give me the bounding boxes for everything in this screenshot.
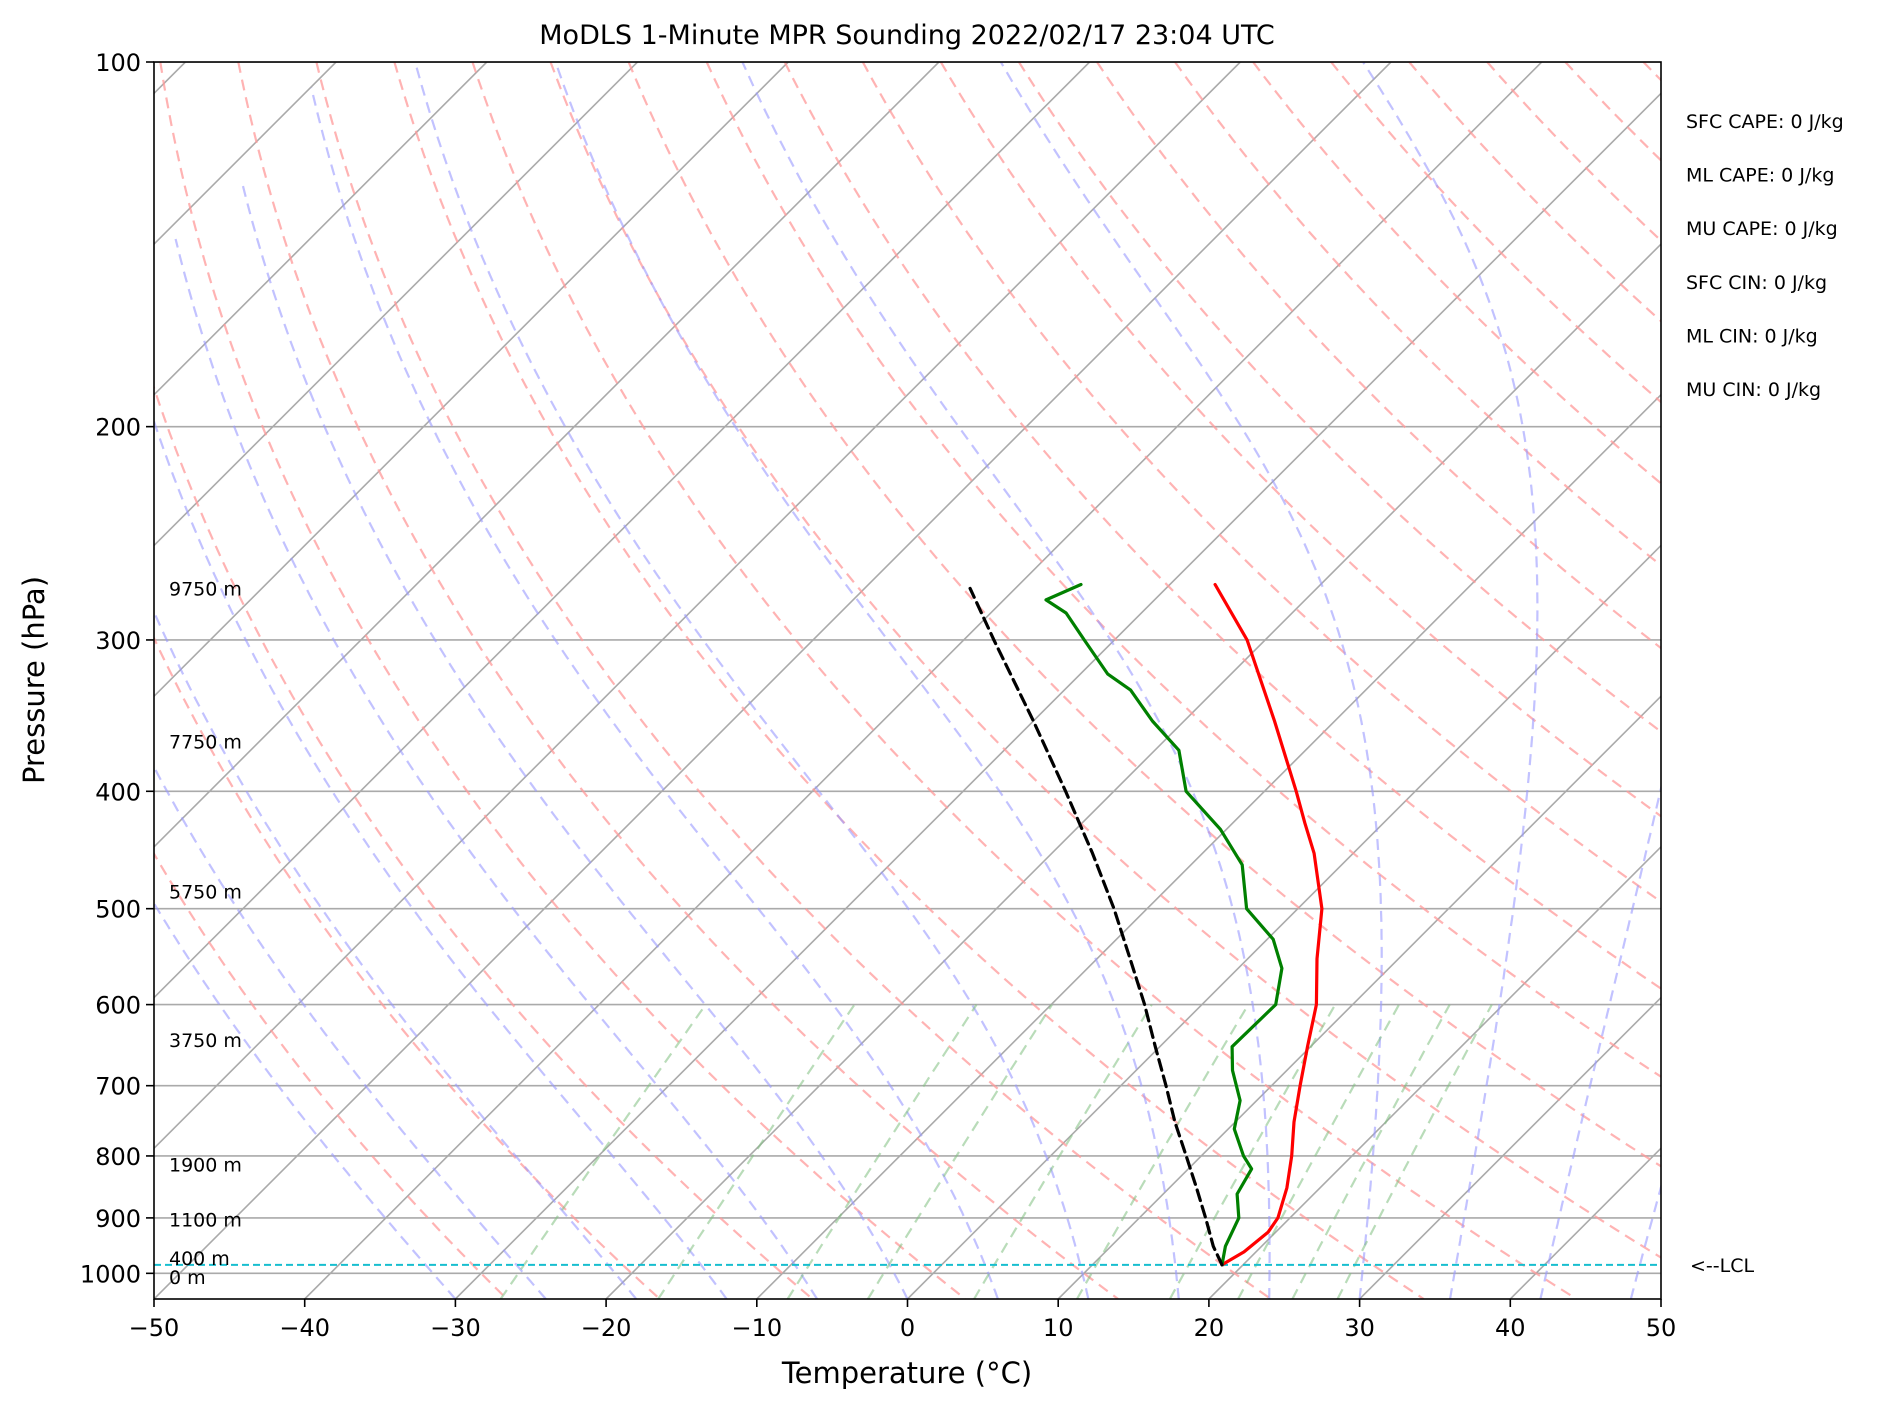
index-text: SFC CIN: 0 J/kg: [1686, 272, 1827, 294]
isotherm-line: [305, 62, 1542, 1299]
isotherm-line: [1510, 62, 1882, 1299]
height-label: 3750 m: [169, 1030, 242, 1052]
dry-adiabat-line: [629, 62, 1882, 1299]
chart-title: MoDLS 1-Minute MPR Sounding 2022/02/17 2…: [539, 20, 1275, 51]
isotherm-line: [0, 62, 638, 1299]
moist-adiabat-line: [241, 179, 907, 1299]
moist-adiabat-line: [742, 62, 1269, 1299]
mixing-ratio-line: [788, 1005, 977, 1299]
x-tick-label: 0: [900, 1314, 915, 1342]
moist-adiabat-line: [1363, 62, 1537, 1299]
sounding-traces: [154, 585, 1661, 1265]
x-tick-label: −20: [581, 1314, 632, 1342]
dry-adiabat-line: [1175, 62, 1882, 1299]
isotherm-line: [3, 62, 1240, 1299]
height-label: 9750 m: [169, 578, 242, 600]
lcl-label: <--LCL: [1690, 1255, 1754, 1277]
moist-adiabat-line: [1631, 62, 1882, 1299]
y-tick-label: 700: [95, 1073, 141, 1101]
dry-adiabat-line: [1097, 62, 1882, 1299]
dry-adiabat-line: [1643, 62, 1882, 1299]
index-text: MU CIN: 0 J/kg: [1686, 379, 1821, 401]
dry-adiabat-line: [1721, 62, 1882, 1299]
isotherm-line: [757, 62, 1882, 1299]
y-tick-label: 300: [95, 627, 141, 655]
x-tick-label: −40: [279, 1314, 330, 1342]
height-label: 5750 m: [169, 882, 242, 904]
background-lines: [0, 62, 1882, 1299]
isotherm-line: [1661, 62, 1882, 1299]
dry-adiabat-line: [82, 62, 812, 1299]
mixing-ratio-line: [1338, 1005, 1492, 1299]
index-text: MU CAPE: 0 J/kg: [1686, 218, 1838, 240]
mixing-ratio-line: [658, 1005, 854, 1299]
height-label: 1100 m: [169, 1210, 242, 1232]
mixing-ratio-line: [868, 1005, 1052, 1299]
height-label: 1900 m: [169, 1154, 242, 1176]
y-tick-label: 500: [95, 896, 141, 924]
moist-adiabat-line: [176, 239, 818, 1299]
parcel-trace: [970, 588, 1222, 1264]
dry-adiabat-line: [0, 62, 507, 1299]
isotherm-line: [154, 62, 1391, 1299]
x-tick-label: 30: [1344, 1314, 1375, 1342]
y-tick-label: 1000: [80, 1260, 141, 1288]
moist-adiabat-line: [311, 88, 998, 1299]
dry-adiabat-line: [1253, 62, 1882, 1299]
dry-adiabat-line: [1487, 62, 1882, 1299]
dry-adiabat-line: [1331, 62, 1882, 1299]
x-axis-label: Temperature (°C): [781, 1356, 1032, 1390]
dry-adiabat-line: [551, 62, 1730, 1299]
dry-adiabat-line: [941, 62, 1882, 1299]
x-tick-label: 50: [1646, 1314, 1677, 1342]
y-tick-label: 900: [95, 1205, 141, 1233]
isotherm-line: [1058, 62, 1882, 1299]
y-axis-label: Pressure (hPa): [17, 576, 51, 784]
y-tick-label: 600: [95, 992, 141, 1020]
dry-adiabat-line: [238, 62, 1118, 1299]
index-text: ML CAPE: 0 J/kg: [1686, 165, 1834, 187]
dry-adiabat-line: [863, 62, 1882, 1299]
mixing-ratio-line: [1238, 1005, 1399, 1299]
isotherm-line: [0, 62, 788, 1299]
x-tick-label: −50: [129, 1314, 180, 1342]
mixing-ratio-line: [1292, 1005, 1449, 1299]
isotherm-line: [455, 62, 1692, 1299]
y-tick-label: 100: [95, 49, 141, 77]
moist-adiabat-line: [1540, 62, 1758, 1299]
isotherm-line: [1360, 62, 1882, 1299]
chart-overlay: 1002003004005006007008009001000−50−40−30…: [80, 49, 1844, 1342]
index-text: SFC CAPE: 0 J/kg: [1686, 111, 1844, 133]
moist-adiabat-line: [117, 293, 727, 1299]
dry-adiabat-line: [160, 62, 965, 1299]
dry-adiabat-line: [1565, 62, 1882, 1299]
x-tick-label: 40: [1495, 1314, 1526, 1342]
dry-adiabat-line: [785, 62, 1882, 1299]
y-tick-label: 400: [95, 778, 141, 806]
isotherm-line: [0, 62, 487, 1299]
y-tick-label: 800: [95, 1143, 141, 1171]
mixing-ratio-line: [974, 1005, 1152, 1299]
y-tick-label: 200: [95, 414, 141, 442]
x-tick-label: −10: [731, 1314, 782, 1342]
index-text: ML CIN: 0 J/kg: [1686, 325, 1818, 347]
x-tick-label: 10: [1043, 1314, 1074, 1342]
dry-adiabat-line: [1409, 62, 1882, 1299]
height-label: 0 m: [169, 1267, 206, 1289]
isotherm-line: [0, 62, 1090, 1299]
x-tick-label: −30: [430, 1314, 481, 1342]
dry-adiabat-line: [4, 62, 660, 1299]
x-tick-label: 20: [1194, 1314, 1225, 1342]
height-label: 7750 m: [169, 732, 242, 754]
isotherm-line: [0, 62, 939, 1299]
isotherm-line: [1812, 62, 1882, 1299]
